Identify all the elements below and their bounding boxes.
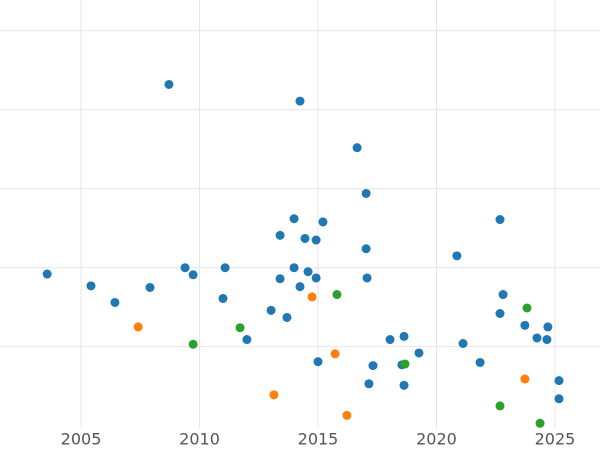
point <box>188 270 198 280</box>
point <box>218 293 228 303</box>
point <box>110 297 120 307</box>
point <box>42 269 52 279</box>
point <box>543 322 553 332</box>
point <box>295 282 305 292</box>
point <box>311 273 321 283</box>
x-tick-label: 2015 <box>298 430 339 449</box>
point <box>235 323 245 333</box>
point <box>269 390 279 400</box>
point <box>300 233 310 243</box>
point <box>220 263 230 273</box>
point <box>495 215 505 225</box>
point <box>498 290 508 300</box>
point <box>495 308 505 318</box>
point <box>330 349 340 359</box>
point <box>535 418 545 428</box>
point <box>399 331 409 341</box>
point <box>532 333 542 343</box>
point <box>188 339 198 349</box>
point <box>180 263 190 273</box>
point <box>303 267 313 277</box>
point <box>554 394 564 404</box>
point <box>495 401 505 411</box>
point <box>542 335 552 345</box>
point <box>242 335 252 345</box>
point <box>133 322 143 332</box>
point <box>295 96 305 106</box>
point <box>289 263 299 273</box>
point <box>362 273 372 283</box>
point <box>361 244 371 254</box>
point <box>522 303 532 313</box>
point <box>275 274 285 284</box>
point <box>399 380 409 390</box>
point <box>520 320 530 330</box>
x-tick-label: 2010 <box>179 430 220 449</box>
point <box>86 281 96 291</box>
point <box>458 339 468 349</box>
point <box>289 214 299 224</box>
point <box>282 312 292 322</box>
point <box>145 282 155 292</box>
point <box>342 410 352 420</box>
point <box>275 230 285 240</box>
point <box>475 357 485 367</box>
point <box>385 335 395 345</box>
point <box>452 251 462 261</box>
x-tick-label: 2020 <box>416 430 457 449</box>
point <box>368 361 378 371</box>
point <box>164 79 174 89</box>
point <box>311 235 321 245</box>
x-tick-label: 2025 <box>535 430 576 449</box>
point <box>313 357 323 367</box>
point <box>414 348 424 358</box>
point <box>361 188 371 198</box>
point <box>266 305 276 315</box>
point <box>307 292 317 302</box>
point <box>364 379 374 389</box>
point <box>332 290 342 300</box>
point <box>318 217 328 227</box>
point <box>352 143 362 153</box>
x-tick-label: 2005 <box>61 430 102 449</box>
point <box>400 359 410 369</box>
point <box>520 374 530 384</box>
point <box>554 376 564 386</box>
